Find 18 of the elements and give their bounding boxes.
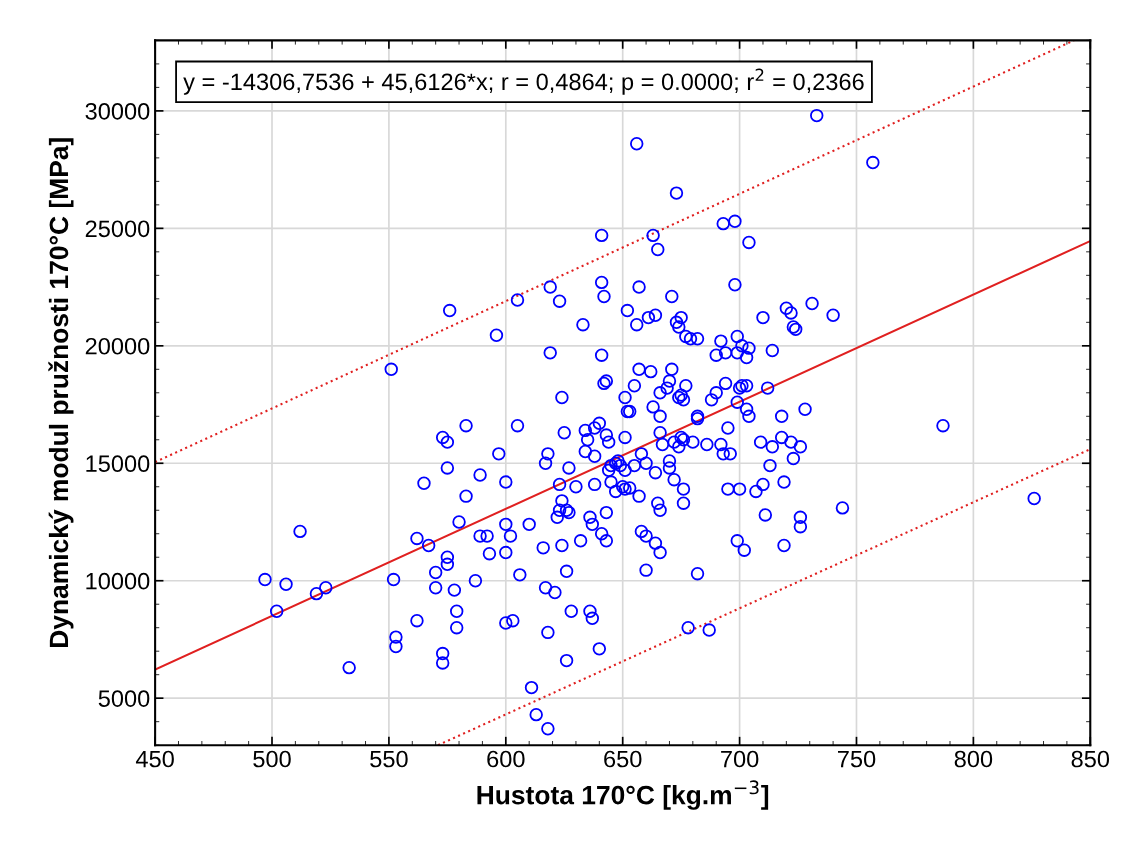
x-tick-label: 600 [487,750,525,768]
y-tick-label: 10000 [86,572,150,590]
x-tick-label: 650 [604,750,642,768]
y-tick-label: 25000 [85,220,150,238]
y-tick-label: 20000 [85,337,150,355]
x-tick-label: 850 [1071,750,1110,768]
x-tick-label: 550 [370,750,408,768]
x-tick-label: 800 [954,750,993,768]
y-tick-label: 15000 [86,455,150,473]
annotation: y = -14306,7536 + 45,6126*x; r = 0,4864; p = 0.0000; r$^{2}$ = 0,2366 [183,68,864,95]
x-tick-label: 700 [721,750,759,768]
y-axis-title: Dynamický modul pružnosti 170°C [MPa] [48,138,74,648]
x-tick-label: 500 [253,750,291,768]
x-tick-label: 750 [838,750,876,768]
x-tick-label: 450 [135,750,174,768]
y-tick-label: 5000 [98,690,150,707]
x-axis-title: Hustota 170°C [kg.m$^{−3}$] [477,780,769,810]
y-tick-label: 30000 [85,102,150,120]
